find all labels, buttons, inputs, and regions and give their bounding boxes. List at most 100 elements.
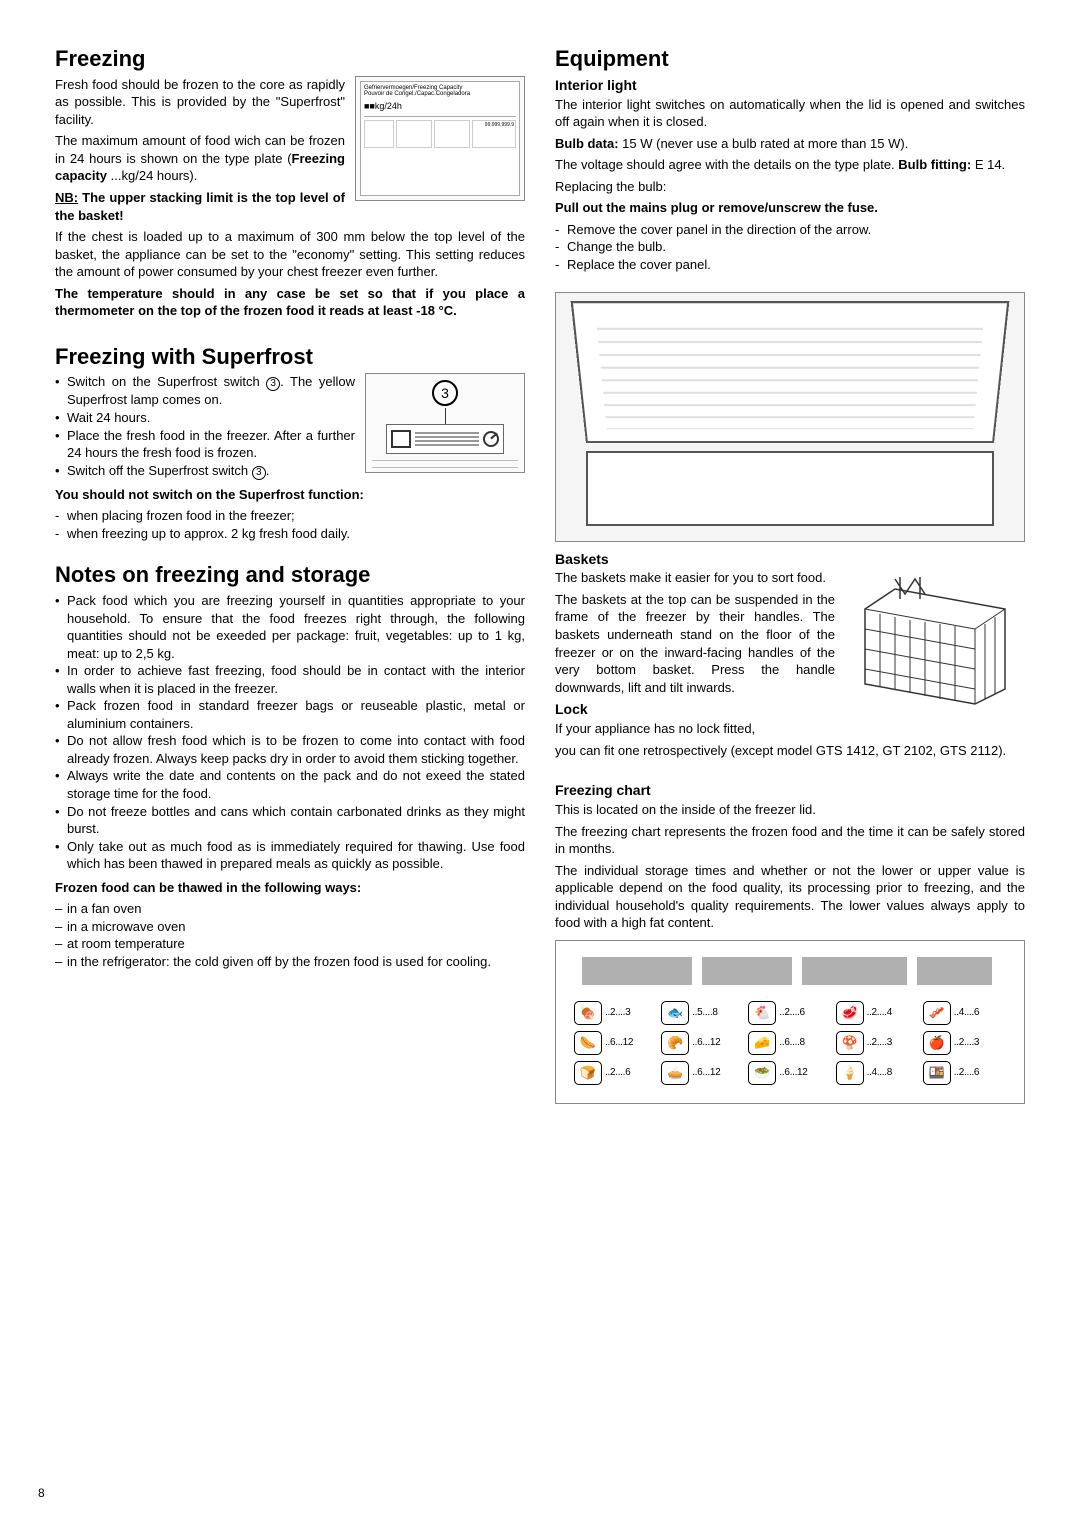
chart-p3: The individual storage times and whether…: [555, 862, 1025, 932]
food-icon: 🍱: [923, 1061, 951, 1085]
food-icon: 🥐: [661, 1031, 689, 1055]
sf-b4: Switch off the Superfrost switch 3.: [55, 462, 525, 480]
food-icon: 🥗: [748, 1061, 776, 1085]
chart-bar: [702, 957, 792, 985]
food-icon: 🍦: [836, 1061, 864, 1085]
n-b2: In order to achieve fast freezing, food …: [55, 662, 525, 697]
chart-value: ..4....8: [867, 1066, 892, 1080]
chart-value: ..2....3: [867, 1036, 892, 1050]
chart-cell: 🥐..6...12: [661, 1031, 744, 1055]
freezing-chart-box: 🍖..2....3🐟..5....8🐔..2....6🥩..2....4🥓..4…: [555, 940, 1025, 1104]
page-number: 8: [38, 1485, 45, 1501]
lock-p2: you can fit one retrospectively (except …: [555, 742, 1025, 760]
typeplate-line2: Pouvoir de Congel./Capac.Congeladora: [364, 91, 516, 98]
food-icon: 🍖: [574, 1001, 602, 1025]
chart-value: ..2....6: [605, 1066, 630, 1080]
typeplate-diagram: Gefriervermoegen/Freezing Capacity Pouvo…: [355, 76, 525, 201]
baskets-section: Baskets The baskets make it easier for y…: [555, 550, 1025, 764]
chart-cell: 🥩..2....4: [836, 1001, 919, 1025]
chart-cell: 🍎..2....3: [923, 1031, 1006, 1055]
r1: Remove the cover panel in the direction …: [555, 221, 1025, 239]
chart-bars: [574, 953, 1006, 1001]
food-icon: 🍄: [836, 1031, 864, 1055]
chart-value: ..4....6: [954, 1006, 979, 1020]
chart-value: ..5....8: [692, 1006, 717, 1020]
superfrost-heading: Freezing with Superfrost: [55, 342, 525, 372]
food-icon: 🌭: [574, 1031, 602, 1055]
equipment-section: Equipment Interior light The interior li…: [555, 44, 1025, 274]
chart-head: Freezing chart: [555, 781, 1025, 800]
chart-value: ..2....6: [779, 1006, 804, 1020]
chart-cell: 🍞..2....6: [574, 1061, 657, 1085]
equipment-heading: Equipment: [555, 44, 1025, 74]
typeplate-line1: Gefriervermoegen/Freezing Capacity: [364, 85, 516, 92]
replace-strong: Pull out the mains plug or remove/unscre…: [555, 199, 1025, 217]
chart-bar: [582, 957, 692, 985]
chart-value: ..2....3: [954, 1036, 979, 1050]
lock-p1: If your appliance has no lock fitted,: [555, 720, 1025, 738]
notes-section: Notes on freezing and storage Pack food …: [55, 560, 525, 970]
chart-cell: 🥗..6...12: [748, 1061, 831, 1085]
left-column: Freezing Gefriervermoegen/Freezing Capac…: [55, 44, 525, 1122]
n-b5: Always write the date and contents on th…: [55, 767, 525, 802]
r3: Replace the cover panel.: [555, 256, 1025, 274]
t1: in a fan oven: [55, 900, 525, 918]
sf-b1: Switch on the Superfrost switch 3. The y…: [55, 373, 525, 409]
notes-heading: Notes on freezing and storage: [55, 560, 525, 590]
bulb-data: Bulb data: 15 W (never use a bulb rated …: [555, 135, 1025, 153]
chart-value: ..6...12: [605, 1036, 633, 1050]
t4: in the refrigerator: the cold given off …: [55, 953, 525, 971]
n-b6: Do not freeze bottles and cans which con…: [55, 803, 525, 838]
food-icon: 🧀: [748, 1031, 776, 1055]
sf-subhead: You should not switch on the Superfrost …: [55, 486, 525, 504]
chart-bar: [917, 957, 992, 985]
thaw-head: Frozen food can be thawed in the followi…: [55, 879, 525, 897]
chart-value: ..6...12: [692, 1066, 720, 1080]
typeplate-serial: 99.999.999.9: [485, 122, 514, 128]
freezer-lid-diagram: [555, 292, 1025, 542]
n-b3: Pack frozen food in standard freezer bag…: [55, 697, 525, 732]
chart-value: ..2....3: [605, 1006, 630, 1020]
food-icon: 🍞: [574, 1061, 602, 1085]
chart-cell: 🥓..4....6: [923, 1001, 1006, 1025]
chart-cell: 🐟..5....8: [661, 1001, 744, 1025]
light-p1: The interior light switches on automatic…: [555, 96, 1025, 131]
chart-value: ..6....8: [779, 1036, 804, 1050]
r2: Change the bulb.: [555, 238, 1025, 256]
food-icon: 🐔: [748, 1001, 776, 1025]
t2: in a microwave oven: [55, 918, 525, 936]
chart-cell: 🧀..6....8: [748, 1031, 831, 1055]
chart-grid: 🍖..2....3🐟..5....8🐔..2....6🥩..2....4🥓..4…: [574, 1001, 1006, 1085]
food-icon: 🐟: [661, 1001, 689, 1025]
bulb-fitting: The voltage should agree with the detail…: [555, 156, 1025, 174]
notes-bullets: Pack food which you are freezing yoursel…: [55, 592, 525, 873]
chart-section: Freezing chart This is located on the in…: [555, 781, 1025, 1104]
chart-p2: The freezing chart represents the frozen…: [555, 823, 1025, 858]
t3: at room temperature: [55, 935, 525, 953]
chart-value: ..2....4: [867, 1006, 892, 1020]
freezing-p3: If the chest is loaded up to a maximum o…: [55, 228, 525, 281]
chart-cell: 🍦..4....8: [836, 1061, 919, 1085]
typeplate-kg: kg/24h: [375, 101, 402, 111]
sf-b2: Wait 24 hours.: [55, 409, 525, 427]
replace-head: Replacing the bulb:: [555, 178, 1025, 196]
chart-cell: 🥧..6...12: [661, 1061, 744, 1085]
freezing-heading: Freezing: [55, 44, 525, 74]
superfrost-bullets: Switch on the Superfrost switch 3. The y…: [55, 373, 525, 479]
chart-value: ..6...12: [692, 1036, 720, 1050]
sf-d2: when freezing up to approx. 2 kg fresh f…: [55, 525, 525, 543]
chart-cell: 🌭..6...12: [574, 1031, 657, 1055]
basket-diagram: [845, 569, 1025, 709]
chart-value: ..6...12: [779, 1066, 807, 1080]
chart-cell: 🍱..2....6: [923, 1061, 1006, 1085]
food-icon: 🥓: [923, 1001, 951, 1025]
replace-steps: Remove the cover panel in the direction …: [555, 221, 1025, 274]
freezing-p4: The temperature should in any case be se…: [55, 285, 525, 320]
baskets-head: Baskets: [555, 550, 1025, 569]
chart-cell: 🍄..2....3: [836, 1031, 919, 1055]
n-b7: Only take out as much food as is immedia…: [55, 838, 525, 873]
superfrost-dashes: when placing frozen food in the freezer;…: [55, 507, 525, 542]
n-b4: Do not allow fresh food which is to be f…: [55, 732, 525, 767]
food-icon: 🍎: [923, 1031, 951, 1055]
food-icon: 🥩: [836, 1001, 864, 1025]
